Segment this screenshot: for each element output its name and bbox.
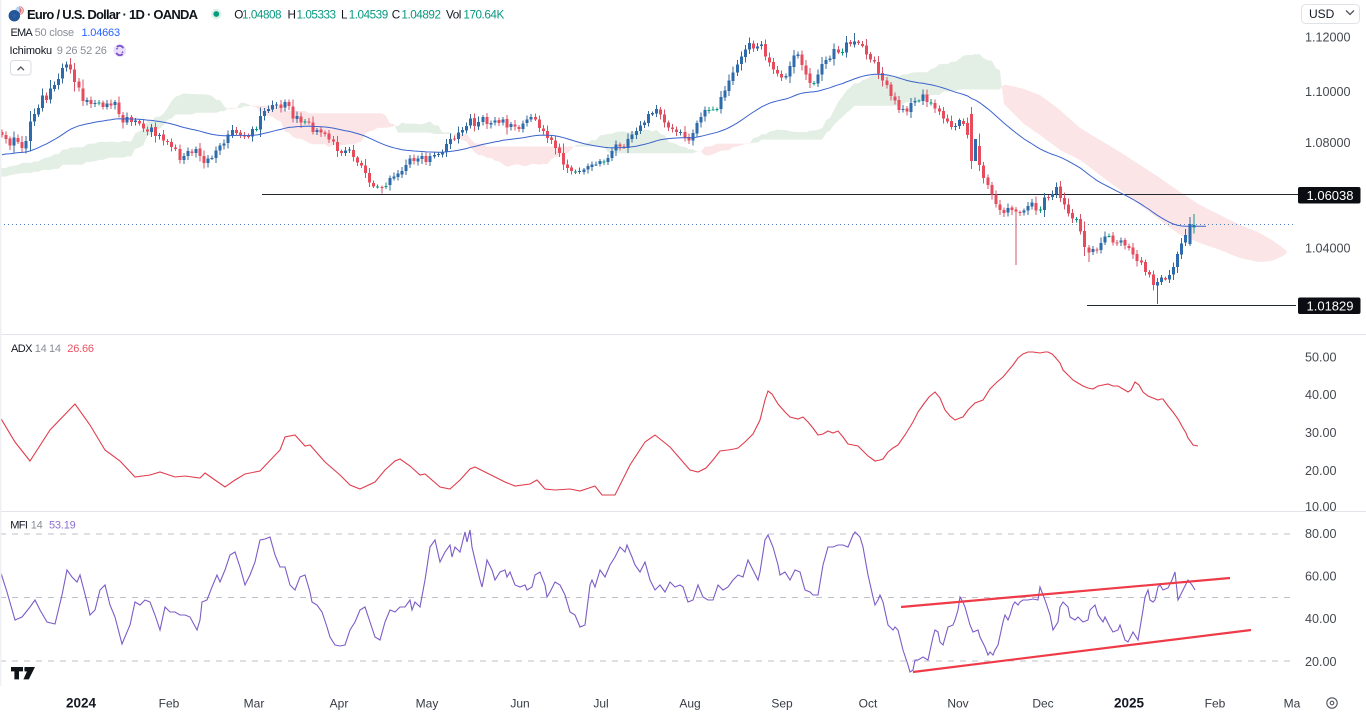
svg-text:Apr: Apr xyxy=(330,697,349,711)
svg-text:May: May xyxy=(416,697,439,711)
svg-text:C: C xyxy=(392,9,400,22)
svg-text:20.00: 20.00 xyxy=(1305,655,1337,669)
svg-text:Feb: Feb xyxy=(1205,697,1226,711)
svg-text:Ma: Ma xyxy=(1284,697,1301,711)
svg-text:14: 14 xyxy=(35,343,47,355)
svg-text:1.04808: 1.04808 xyxy=(242,9,281,22)
svg-text:1.06038: 1.06038 xyxy=(1307,188,1354,203)
svg-text:L: L xyxy=(341,9,348,22)
svg-text:80.00: 80.00 xyxy=(1305,527,1337,541)
svg-text:53.19: 53.19 xyxy=(49,520,76,532)
svg-text:Feb: Feb xyxy=(159,697,180,711)
svg-text:Jun: Jun xyxy=(510,697,529,711)
svg-text:EMA: EMA xyxy=(11,27,34,39)
svg-text:Jul: Jul xyxy=(593,697,608,711)
svg-text:H: H xyxy=(288,9,296,22)
svg-text:1.12000: 1.12000 xyxy=(1305,31,1351,45)
svg-text:1.04000: 1.04000 xyxy=(1305,242,1351,256)
svg-text:Dec: Dec xyxy=(1032,697,1053,711)
svg-text:30.00: 30.00 xyxy=(1305,426,1337,440)
svg-text:Vol: Vol xyxy=(446,9,461,22)
svg-text:9 26 52 26: 9 26 52 26 xyxy=(57,45,107,57)
svg-text:1.04663: 1.04663 xyxy=(82,27,120,39)
svg-text:2025: 2025 xyxy=(1114,696,1145,711)
svg-text:14: 14 xyxy=(49,343,61,355)
svg-text:Sep: Sep xyxy=(771,697,793,711)
svg-text:40.00: 40.00 xyxy=(1305,612,1337,626)
svg-text:50.00: 50.00 xyxy=(1305,351,1337,365)
svg-text:Nov: Nov xyxy=(947,697,968,711)
svg-text:1.08000: 1.08000 xyxy=(1305,136,1351,150)
svg-text:1.01829: 1.01829 xyxy=(1307,299,1354,314)
svg-text:1.04892: 1.04892 xyxy=(401,9,440,22)
svg-text:20.00: 20.00 xyxy=(1305,464,1337,478)
svg-text:Aug: Aug xyxy=(679,697,700,711)
svg-text:1.05333: 1.05333 xyxy=(297,9,336,22)
svg-text:10.00: 10.00 xyxy=(1305,500,1337,514)
svg-text:O: O xyxy=(234,9,243,22)
svg-text:2024: 2024 xyxy=(66,696,97,711)
svg-text:26.66: 26.66 xyxy=(67,343,94,355)
svg-text:170.64K: 170.64K xyxy=(463,9,504,22)
svg-text:ADX: ADX xyxy=(11,343,33,355)
svg-text:50 close: 50 close xyxy=(35,27,74,39)
svg-text:Euro / U.S. Dollar · 1D · OAND: Euro / U.S. Dollar · 1D · OANDA xyxy=(27,7,199,22)
svg-text:Mar: Mar xyxy=(244,697,265,711)
svg-text:USD: USD xyxy=(1309,7,1335,21)
svg-text:40.00: 40.00 xyxy=(1305,388,1337,402)
svg-text:1.04539: 1.04539 xyxy=(349,9,388,22)
svg-text:Ichimoku: Ichimoku xyxy=(10,45,52,57)
svg-text:14: 14 xyxy=(31,520,43,532)
svg-text:Oct: Oct xyxy=(859,697,878,711)
svg-text:MFI: MFI xyxy=(10,520,28,532)
svg-text:60.00: 60.00 xyxy=(1305,570,1337,584)
svg-text:1.10000: 1.10000 xyxy=(1305,85,1351,99)
